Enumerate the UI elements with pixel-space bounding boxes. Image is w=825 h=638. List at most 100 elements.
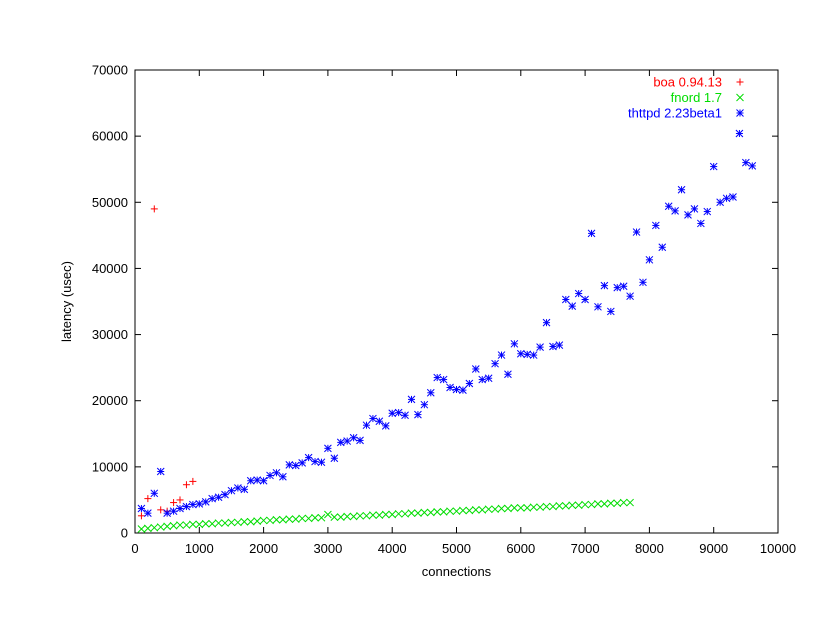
- y-tick-label: 30000: [92, 327, 128, 342]
- data-point-series-2: [285, 461, 294, 469]
- data-point-series-2: [137, 504, 146, 513]
- data-point-series-1: [587, 500, 596, 509]
- y-axis-label: latency (usec): [59, 261, 74, 342]
- data-point-series-1: [459, 506, 467, 515]
- data-point-series-1: [414, 509, 422, 518]
- data-point-series-2: [394, 408, 403, 417]
- data-point-series-1: [381, 510, 390, 519]
- data-point-series-2: [349, 433, 358, 442]
- legend-marker-1: [736, 93, 744, 102]
- data-point-series-1: [324, 510, 332, 519]
- data-point-series-1: [240, 517, 249, 526]
- y-tick-label: 0: [121, 526, 128, 541]
- data-point-series-0: [144, 495, 152, 503]
- data-point-series-1: [208, 519, 217, 528]
- data-point-series-1: [195, 520, 204, 529]
- legend-label-0: boa 0.94.13: [653, 75, 722, 90]
- data-point-series-2: [176, 504, 184, 513]
- data-point-series-1: [234, 518, 242, 527]
- data-point-series-1: [433, 507, 442, 516]
- data-point-series-2: [690, 205, 699, 213]
- data-point-series-2: [581, 295, 589, 304]
- y-tick-label: 50000: [92, 195, 128, 210]
- data-point-series-2: [671, 207, 679, 215]
- data-point-series-2: [362, 421, 371, 430]
- data-point-series-1: [343, 512, 352, 521]
- data-point-series-1: [214, 519, 223, 527]
- data-point-series-2: [735, 129, 744, 138]
- data-point-series-2: [561, 295, 570, 304]
- data-point-series-1: [452, 507, 461, 516]
- data-point-series-2: [574, 289, 583, 298]
- data-point-series-1: [298, 514, 307, 523]
- x-tick-label: 6000: [506, 541, 535, 556]
- data-point-series-1: [594, 500, 602, 508]
- data-point-series-2: [214, 493, 223, 502]
- data-point-series-2: [594, 302, 602, 311]
- data-point-series-1: [311, 513, 319, 522]
- data-point-series-2: [240, 485, 249, 494]
- data-point-series-2: [375, 417, 384, 426]
- data-point-series-1: [555, 502, 564, 510]
- legend-marker-2: [736, 109, 744, 117]
- data-point-series-1: [317, 513, 326, 522]
- data-point-series-2: [632, 228, 641, 236]
- data-point-series-1: [523, 504, 532, 512]
- data-point-series-1: [362, 511, 371, 520]
- y-tick-label: 40000: [92, 261, 128, 276]
- data-point-series-2: [324, 444, 332, 453]
- data-point-series-2: [510, 339, 519, 348]
- data-point-series-2: [645, 255, 654, 264]
- data-point-series-2: [619, 282, 628, 291]
- data-point-series-2: [613, 283, 622, 292]
- data-point-series-2: [144, 509, 152, 518]
- data-point-series-2: [748, 162, 757, 170]
- data-point-series-2: [195, 500, 204, 508]
- data-point-series-1: [137, 525, 146, 533]
- data-point-series-2: [465, 379, 474, 388]
- x-tick-label: 4000: [378, 541, 407, 556]
- data-point-series-1: [291, 515, 300, 523]
- data-point-series-0: [182, 481, 190, 489]
- data-point-series-2: [227, 486, 236, 495]
- data-point-series-2: [246, 476, 255, 485]
- data-point-series-2: [420, 400, 429, 409]
- legend-label-2: thttpd 2.23beta1: [628, 106, 722, 121]
- data-point-series-1: [407, 509, 416, 518]
- x-tick-label: 1000: [185, 541, 214, 556]
- data-point-series-1: [375, 511, 384, 519]
- data-point-series-2: [407, 395, 416, 404]
- data-point-series-1: [330, 513, 339, 521]
- plot-frame: [134, 69, 779, 534]
- data-point-series-2: [651, 221, 660, 230]
- data-point-series-1: [394, 509, 403, 518]
- data-point-series-1: [600, 500, 609, 508]
- data-point-series-2: [234, 484, 242, 492]
- data-point-series-1: [561, 502, 570, 510]
- data-point-series-1: [356, 511, 364, 520]
- y-tick-label: 60000: [92, 129, 128, 144]
- data-point-series-2: [459, 386, 467, 394]
- data-point-series-2: [182, 502, 191, 511]
- data-point-series-1: [156, 523, 165, 531]
- data-point-series-1: [201, 519, 210, 528]
- data-point-series-2: [266, 471, 274, 480]
- data-point-series-0: [157, 506, 165, 514]
- x-axis-label: connections: [422, 564, 492, 579]
- data-point-series-1: [388, 510, 397, 519]
- data-point-series-1: [581, 500, 589, 509]
- y-tick-label: 10000: [92, 459, 128, 474]
- data-point-series-2: [484, 374, 493, 383]
- data-point-series-2: [529, 351, 538, 359]
- data-point-series-2: [330, 454, 339, 463]
- data-point-series-2: [658, 243, 667, 252]
- data-point-series-2: [298, 459, 307, 467]
- data-point-series-1: [491, 505, 499, 514]
- data-point-series-2: [626, 292, 634, 301]
- data-point-series-2: [253, 476, 262, 484]
- data-point-series-2: [381, 421, 390, 430]
- data-point-series-2: [336, 438, 345, 447]
- y-tick-label: 70000: [92, 63, 128, 78]
